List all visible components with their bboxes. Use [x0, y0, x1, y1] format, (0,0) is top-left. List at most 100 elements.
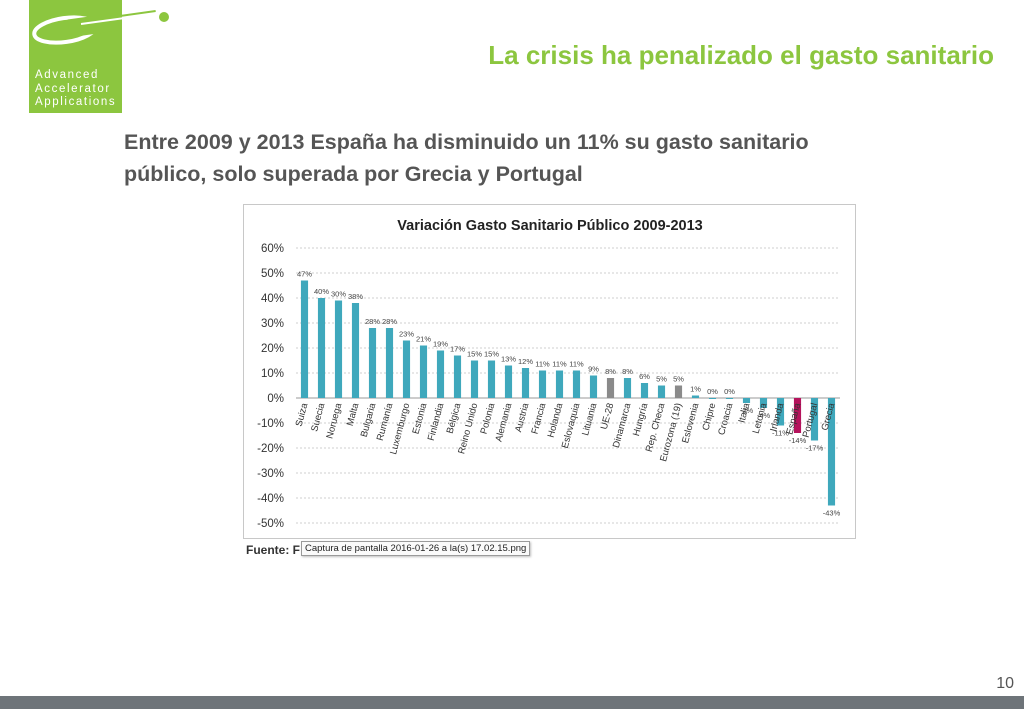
y-tick-label: 20%: [261, 343, 284, 355]
logo-line-2: Accelerator: [35, 82, 111, 95]
bar-eslovaquia: [572, 370, 581, 398]
brand-logo: Advanced Accelerator Applications: [29, 0, 122, 113]
bar-finlandia: [436, 350, 445, 398]
category-label: Croacia: [716, 401, 735, 436]
category-label: Finlandia: [426, 401, 447, 442]
category-label: Alemania: [494, 401, 515, 443]
bar-espa-a: [793, 398, 802, 433]
logo-arrow-tail: [119, 9, 156, 17]
data-label: -17%: [806, 444, 824, 453]
logo-line-3: Applications: [35, 96, 117, 108]
bar-ue-28: [606, 378, 615, 398]
chart-frame: Variación Gasto Sanitario Público 2009-2…: [243, 204, 856, 539]
category-label: Estonia: [411, 401, 430, 435]
subtitle-line-1: Entre 2009 y 2013 España ha disminuido u…: [124, 130, 809, 154]
data-label: 8%: [622, 367, 633, 376]
bar-portugal: [810, 398, 819, 441]
bar-dinamarca: [623, 378, 632, 398]
data-label: 0%: [707, 387, 718, 396]
category-label: Chipre: [701, 402, 719, 432]
data-label: 5%: [673, 375, 684, 384]
data-label: 21%: [416, 335, 431, 344]
y-tick-label: -20%: [257, 443, 284, 455]
source-label: Fuente: F: [246, 543, 300, 557]
data-label: -43%: [823, 509, 841, 518]
bar-ruman-a: [385, 328, 394, 398]
data-label: 28%: [382, 317, 397, 326]
bar-eslovenia: [691, 395, 700, 398]
data-label: 23%: [399, 330, 414, 339]
data-label: -14%: [789, 436, 807, 445]
data-label: -11%: [772, 429, 789, 438]
bar-hungr-a: [640, 383, 649, 398]
slide-title: La crisis ha penalizado el gasto sanitar…: [488, 40, 994, 70]
logo-line-1: Advanced: [35, 69, 99, 81]
y-tick-label: -10%: [257, 418, 284, 430]
category-label: Bélgica: [445, 401, 464, 435]
bar-reino-unido: [470, 360, 479, 398]
data-label: 17%: [450, 345, 465, 354]
bar-holanda: [555, 370, 564, 398]
bar-alemania: [504, 365, 513, 398]
bar-grecia: [827, 398, 836, 506]
category-label: Malta: [345, 401, 362, 427]
slide-subtitle: Entre 2009 y 2013 España ha disminuido u…: [124, 126, 904, 190]
bar-noruega: [334, 300, 343, 398]
data-label: 0%: [724, 387, 735, 396]
data-label: 19%: [433, 340, 448, 349]
bar-estonia: [419, 345, 428, 398]
bar-lituania: [589, 375, 598, 398]
data-label: 30%: [331, 290, 346, 299]
bar-rep-checa: [657, 385, 666, 398]
chart-title: Variación Gasto Sanitario Público 2009-2…: [397, 218, 702, 234]
bar-polonia: [487, 360, 496, 398]
orbit-arrow-icon: [32, 12, 122, 45]
category-label: Hungría: [631, 401, 651, 437]
category-label: UE-28: [599, 402, 617, 431]
data-label: 38%: [348, 292, 363, 301]
file-tooltip: Captura de pantalla 2016-01-26 a la(s) 1…: [301, 541, 531, 556]
category-label: Italia: [737, 401, 753, 424]
data-label: -2%: [740, 406, 754, 415]
data-label: 15%: [484, 350, 499, 359]
bar-eurozona-19-: [674, 385, 683, 398]
logo-dot: [159, 12, 169, 22]
y-tick-label: 30%: [261, 318, 284, 330]
data-label: 13%: [501, 355, 516, 364]
category-label: Francia: [530, 401, 549, 435]
bar-croacia: [725, 398, 734, 399]
data-label: 9%: [588, 365, 599, 374]
y-tick-label: 0%: [267, 393, 284, 405]
data-label: 28%: [365, 317, 380, 326]
data-label: 1%: [690, 385, 701, 394]
category-label: Austria: [513, 401, 531, 433]
bar-malta: [351, 303, 360, 398]
subtitle-line-2: público, solo superada por Grecia y Port…: [124, 162, 583, 186]
bar-bulgaria: [368, 328, 377, 398]
y-tick-label: -30%: [257, 468, 284, 480]
data-label: 8%: [605, 367, 616, 376]
page-number: 10: [996, 675, 1014, 692]
bar-luxemburgo: [402, 340, 411, 398]
bar-irlanda: [776, 398, 785, 426]
bar-suecia: [317, 298, 326, 398]
category-label: Noruega: [324, 401, 344, 440]
data-label: 40%: [314, 287, 329, 296]
bar-francia: [538, 370, 547, 398]
bar-italia: [742, 398, 751, 403]
data-label: 11%: [569, 360, 584, 369]
data-label: -4%: [757, 411, 771, 420]
category-label: Polonia: [479, 401, 498, 435]
bar-austria: [521, 368, 530, 398]
data-label: 11%: [535, 360, 550, 369]
category-label: Suecia: [309, 401, 327, 433]
bar-b-lgica: [453, 355, 462, 398]
bar-chart: Variación Gasto Sanitario Público 2009-2…: [257, 218, 841, 530]
category-label: Lituania: [580, 401, 599, 437]
y-tick-label: -40%: [257, 493, 284, 505]
data-label: 15%: [467, 350, 482, 359]
bar-letonia: [759, 398, 768, 408]
y-tick-label: 40%: [261, 293, 284, 305]
data-label: 11%: [552, 360, 567, 369]
data-label: 47%: [297, 270, 312, 279]
